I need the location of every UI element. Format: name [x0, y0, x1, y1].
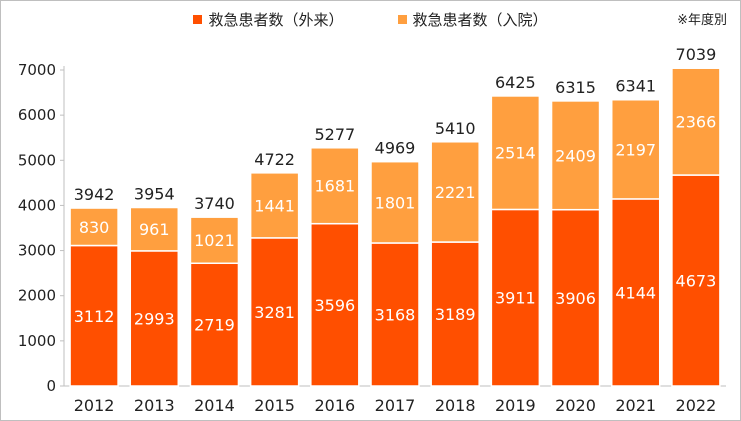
data-label-total: 4969: [375, 139, 416, 158]
bar-outpatient: [310, 222, 360, 387]
y-tick-label: 3000: [18, 242, 56, 260]
data-label-inpatient: 1441: [254, 196, 295, 215]
x-tick-label: 2012: [74, 396, 115, 415]
data-label-inpatient: 2221: [435, 183, 476, 202]
legend: 救急患者数（外来） 救急患者数（入院）: [0, 9, 741, 30]
legend-item-outpatient: 救急患者数（外来）: [193, 9, 344, 30]
bar-inpatient: [310, 147, 360, 225]
data-label-inpatient: 1801: [375, 193, 416, 212]
data-label-outpatient: 3596: [314, 296, 355, 315]
data-label-inpatient: 2366: [676, 113, 717, 132]
data-label-inpatient: 1021: [194, 231, 235, 250]
bar-inpatient: [671, 67, 721, 176]
bar-inpatient: [550, 100, 601, 211]
x-tick-label: 2020: [555, 396, 596, 415]
legend-label-inpatient: 救急患者数（入院）: [412, 11, 548, 29]
bar-inpatient: [610, 98, 661, 200]
legend-swatch-outpatient: [193, 15, 203, 24]
bar-outpatient: [550, 208, 601, 387]
data-label-total: 5410: [435, 119, 476, 138]
legend-swatch-inpatient: [397, 15, 407, 24]
bar-inpatient: [370, 160, 420, 244]
y-tick-label: 0: [46, 377, 56, 395]
x-tick-label: 2013: [134, 396, 175, 415]
bar-inpatient: [129, 206, 180, 252]
legend-label-outpatient: 救急患者数（外来）: [208, 11, 344, 29]
bar-outpatient: [490, 208, 541, 387]
y-tick-label: 2000: [18, 287, 56, 305]
x-tick-label: 2017: [375, 396, 416, 415]
data-label-outpatient: 2993: [134, 309, 175, 328]
data-label-inpatient: 830: [79, 218, 110, 237]
bar-outpatient: [610, 198, 661, 387]
bar-outpatient: [671, 174, 721, 387]
y-tick-label: 7000: [18, 61, 56, 79]
y-tick-label: 5000: [18, 151, 56, 169]
data-label-total: 4722: [254, 150, 295, 169]
bar-inpatient: [430, 141, 480, 243]
bar-inpatient: [490, 95, 541, 211]
x-tick-label: 2014: [194, 396, 235, 415]
data-label-inpatient: 2197: [615, 140, 656, 159]
data-label-inpatient: 961: [139, 220, 170, 239]
data-label-total: 6425: [495, 73, 536, 92]
bar-outpatient: [430, 241, 480, 387]
data-label-total: 6341: [615, 77, 656, 96]
x-tick-label: 2018: [435, 396, 476, 415]
x-tick-label: 2019: [495, 396, 536, 415]
data-label-outpatient: 3911: [495, 289, 536, 308]
data-label-total: 3954: [134, 185, 175, 204]
bar-outpatient: [189, 262, 240, 387]
data-label-total: 7039: [676, 45, 717, 64]
fiscal-year-note: ※年度別: [677, 13, 727, 28]
data-label-total: 5277: [314, 125, 355, 144]
data-label-inpatient: 2514: [495, 144, 536, 163]
data-label-inpatient: 1681: [314, 177, 355, 196]
data-label-outpatient: 3168: [375, 305, 416, 324]
data-label-total: 6315: [555, 78, 596, 97]
bar-outpatient: [129, 250, 180, 387]
bar-outpatient: [69, 244, 119, 387]
bar-inpatient: [189, 216, 240, 265]
data-label-outpatient: 3112: [74, 307, 115, 326]
x-tick-label: 2021: [615, 396, 656, 415]
y-tick-label: 6000: [18, 106, 56, 124]
bar-outpatient: [249, 237, 300, 387]
data-label-outpatient: 4673: [676, 272, 717, 291]
data-label-outpatient: 2719: [194, 316, 235, 335]
x-tick-label: 2015: [254, 396, 295, 415]
legend-item-inpatient: 救急患者数（入院）: [397, 9, 548, 30]
x-tick-label: 2022: [676, 396, 717, 415]
data-label-outpatient: 3906: [555, 289, 596, 308]
y-tick-label: 4000: [18, 196, 56, 214]
bar-inpatient: [69, 207, 119, 247]
bar-inpatient: [249, 172, 300, 239]
data-label-outpatient: 4144: [615, 283, 656, 302]
data-label-total: 3942: [74, 185, 115, 204]
bar-outpatient: [370, 242, 420, 387]
data-label-total: 3740: [194, 194, 235, 213]
data-label-outpatient: 3281: [254, 303, 295, 322]
data-label-outpatient: 3189: [435, 305, 476, 324]
y-tick-label: 1000: [18, 332, 56, 350]
data-label-inpatient: 2409: [555, 146, 596, 165]
x-tick-label: 2016: [314, 396, 355, 415]
